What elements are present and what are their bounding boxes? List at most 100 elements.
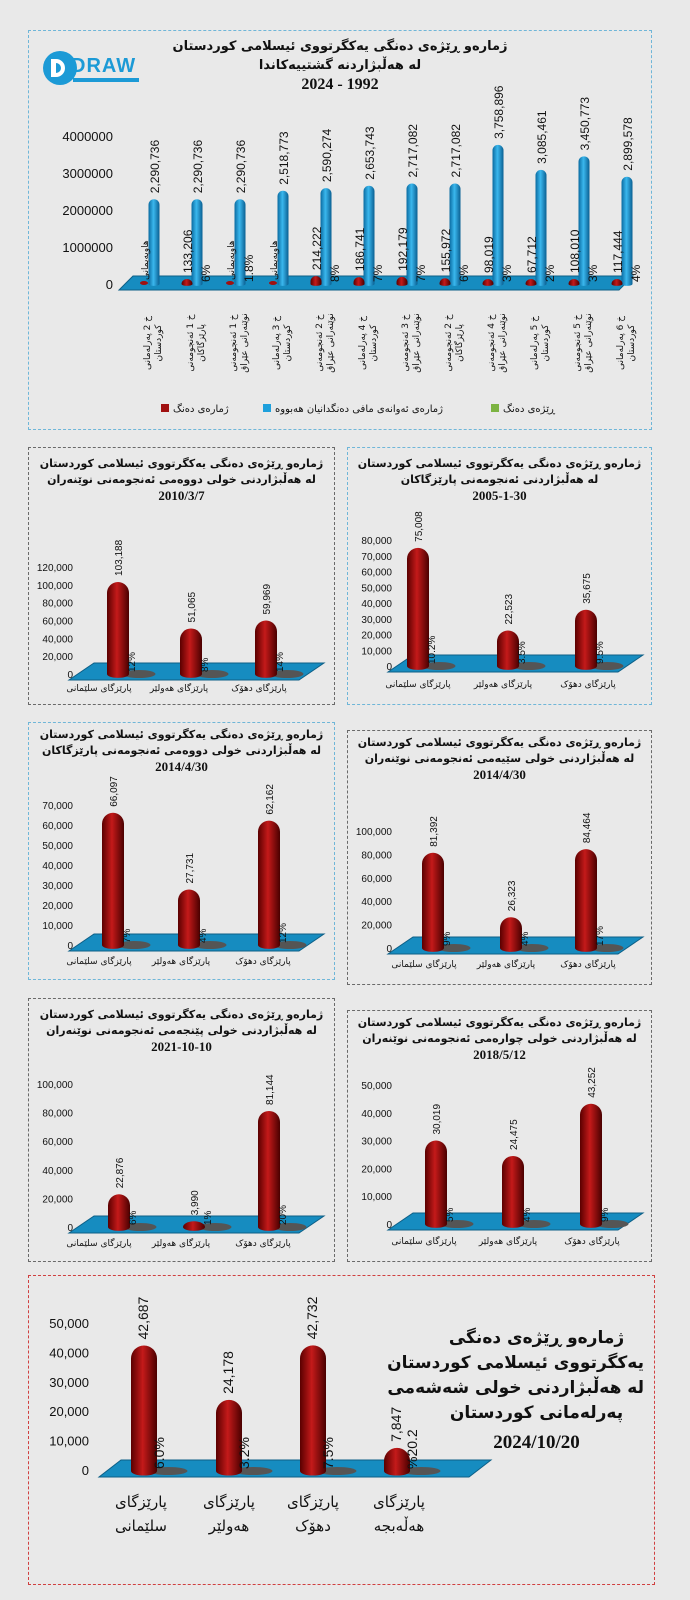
votes-bar bbox=[439, 278, 451, 286]
x-category-label: پارێزگای دهۆک bbox=[235, 1239, 291, 1249]
chart-panel-2005: ژمارەو ڕێژەی دەنگی یەکگرتووی ئیسلامی کور… bbox=[347, 447, 652, 705]
draw-logo: DRAW bbox=[43, 49, 153, 89]
x-category-label: پارێزگای دهۆک bbox=[564, 1237, 620, 1247]
x-category-label: پارێزگای سلێمانی bbox=[385, 680, 451, 690]
vote-bar bbox=[575, 849, 597, 952]
logo-text: DRAW bbox=[71, 55, 137, 77]
value-label: 43,252 bbox=[587, 1067, 598, 1098]
chart-title: ژمارەو ڕێژەی دەنگی یەکگرتووی ئیسلامی کور… bbox=[29, 456, 334, 504]
y-tick-label: 50,000 bbox=[361, 1081, 392, 1092]
y-tick-label: 30,000 bbox=[361, 1137, 392, 1148]
title-line: لە هەڵبژاردنە گشتییەکاندا bbox=[258, 58, 422, 73]
title-line: لە هەڵبژاردنی خولی دووەمی ئەنجومەنی نوێن… bbox=[47, 473, 316, 486]
votes-value-label: 186,741 bbox=[353, 227, 367, 271]
x-category-label: خ 4 پەرلەمانی کوردستان bbox=[358, 315, 379, 371]
percent-label: 6% bbox=[199, 264, 213, 282]
percent-label: 3% bbox=[500, 264, 514, 282]
x-category-label: خ 6 پەرلەمانی کوردستان bbox=[616, 315, 637, 371]
votes-bar bbox=[611, 279, 623, 286]
y-tick-label: 100,000 bbox=[37, 1080, 74, 1091]
percent-label: 7% bbox=[414, 264, 428, 282]
title-line: لە هەڵبژاردنی خولی پێنجەمی ئەنجومەنی نوێ… bbox=[46, 1024, 317, 1037]
vote-bar bbox=[255, 620, 277, 678]
y-tick-label: 40,000 bbox=[42, 634, 73, 645]
vote-bar bbox=[258, 820, 280, 949]
x-category-label: پارێزگای سلێمانی bbox=[115, 1493, 167, 1535]
y-tick-label: 120,000 bbox=[37, 563, 74, 574]
chart-title: ژمارەو ڕێژەی دەنگی یەکگرتووی ئیسلامی کور… bbox=[387, 1326, 644, 1455]
y-tick-label: 0 bbox=[82, 1463, 89, 1478]
value-label: 26,323 bbox=[507, 880, 518, 911]
title-line: ژمارەو ڕێژەی دەنگی bbox=[448, 1328, 625, 1348]
value-label: 24,178 bbox=[220, 1351, 236, 1394]
percent-label: 3% bbox=[586, 264, 600, 282]
vote-bar bbox=[500, 917, 522, 952]
bar-shadow bbox=[437, 944, 471, 952]
vote-bar bbox=[131, 1345, 157, 1476]
y-tick-label: 70,000 bbox=[42, 801, 73, 812]
percent-label: 9% bbox=[442, 931, 453, 946]
y-tick-label: 60,000 bbox=[42, 821, 73, 832]
title-line: ژمارەو ڕێژەی دەنگی یەکگرتووی ئیسلامی کور… bbox=[357, 457, 642, 470]
percent-label: 12% bbox=[127, 652, 138, 672]
bar-shadow bbox=[590, 662, 624, 670]
x-category-label: خ 5 ئەنجومەنی نوێنەرانی عێراق bbox=[573, 313, 594, 373]
vote-bar bbox=[580, 1103, 602, 1228]
chart-platform bbox=[117, 275, 635, 291]
title-line: ژمارەو ڕێژەی دەنگی یەکگرتووی ئیسلامی کور… bbox=[39, 457, 324, 470]
eligible-voters-bar bbox=[449, 183, 461, 286]
x-category-label: پارێزگای هەولێر bbox=[478, 1237, 538, 1247]
x-category-label: پارێزگای هەڵەبجە bbox=[373, 1493, 425, 1535]
votes-value-label: 192,179 bbox=[396, 227, 410, 271]
chart-svg: 0 10,000 20,000 30,000 40,000 50,000 60,000 70,… bbox=[42, 776, 326, 952]
bar-shadow bbox=[198, 1223, 232, 1231]
y-tick-label: 30,000 bbox=[42, 881, 73, 892]
title-line: پەرلەمانی کوردستان bbox=[449, 1403, 624, 1423]
bar-shadow bbox=[273, 941, 307, 949]
x-category-label: خ 1 ئەنجومەنی پارێزگاکان bbox=[186, 314, 207, 372]
y-tick-label: 40,000 bbox=[361, 1109, 392, 1120]
votes-value-label: 133,206 bbox=[181, 229, 195, 273]
chart-panel-2018: ژمارەو ڕێژەی دەنگی یەکگرتووی ئیسلامی کور… bbox=[347, 1010, 652, 1262]
vote-bar bbox=[422, 852, 444, 952]
percent-label: 8% bbox=[328, 264, 342, 282]
chart-panel-2010: ژمارەو ڕێژەی دەنگی یەکگرتووی ئیسلامی کور… bbox=[28, 447, 335, 705]
votes-bar bbox=[568, 279, 580, 286]
percent-label: 3.2% bbox=[236, 1437, 252, 1469]
y-tick-label: 0 bbox=[386, 662, 392, 673]
eligible-voters-bar bbox=[406, 183, 418, 286]
bar-shadow bbox=[317, 1467, 357, 1475]
y-tick-label: 0 bbox=[106, 277, 113, 292]
bar-shadow bbox=[233, 1467, 273, 1475]
y-tick-label: 30,000 bbox=[361, 615, 392, 626]
y-tick-label: 0 bbox=[386, 1220, 392, 1231]
value-label: 81,392 bbox=[429, 816, 440, 847]
value-label: 7,847 bbox=[388, 1407, 404, 1442]
percent-label: 9.5% bbox=[595, 641, 606, 664]
y-tick-label: 80,000 bbox=[361, 536, 392, 547]
y-tick-label: 20,000 bbox=[42, 901, 73, 912]
y-tick-label: 40,000 bbox=[361, 897, 392, 908]
y-tick-label: 20,000 bbox=[49, 1404, 89, 1419]
chart-title: ژمارەو ڕێژەی دەنگی یەکگرتووی ئیسلامی کور… bbox=[348, 735, 651, 783]
votes-bar bbox=[140, 281, 148, 285]
y-tick-label: 100,000 bbox=[356, 827, 393, 838]
value-label: 3,990 bbox=[190, 1190, 201, 1215]
x-category-label: پارێزگای هەولێر bbox=[151, 957, 211, 967]
eligible-value-label: 3,450,773 bbox=[578, 97, 592, 151]
value-label: 42,732 bbox=[304, 1296, 320, 1339]
title-line: لە هەڵبژاردنی خولی سێیەمی ئەنجومەنی نوێن… bbox=[364, 752, 635, 765]
eligible-voters-bar bbox=[277, 190, 289, 286]
percent-label: 10.2% bbox=[427, 636, 438, 664]
y-tick-label: 80,000 bbox=[361, 850, 392, 861]
value-label: 30,019 bbox=[432, 1104, 443, 1135]
percent-label: 6.0% bbox=[151, 1437, 167, 1469]
chart-svg: 0 10,000 20,000 30,000 40,000 50,000 60,000 70,… bbox=[361, 511, 645, 673]
bar-shadow bbox=[422, 662, 456, 670]
chart-svg: 0 10,000 20,000 30,000 40,000 50,000 30,019 5% 2… bbox=[361, 1067, 645, 1231]
title-years: 2024 - 1992 bbox=[301, 76, 379, 93]
x-category-label: پارێزگای سلێمانی bbox=[391, 1237, 457, 1247]
x-category-label: پارێزگای سلێمانی bbox=[66, 1239, 132, 1249]
eligible-voters-bar bbox=[234, 199, 246, 286]
chart-svg: 0 20,000 40,000 60,000 80,000 100,000 22,876 6%… bbox=[37, 1074, 326, 1234]
